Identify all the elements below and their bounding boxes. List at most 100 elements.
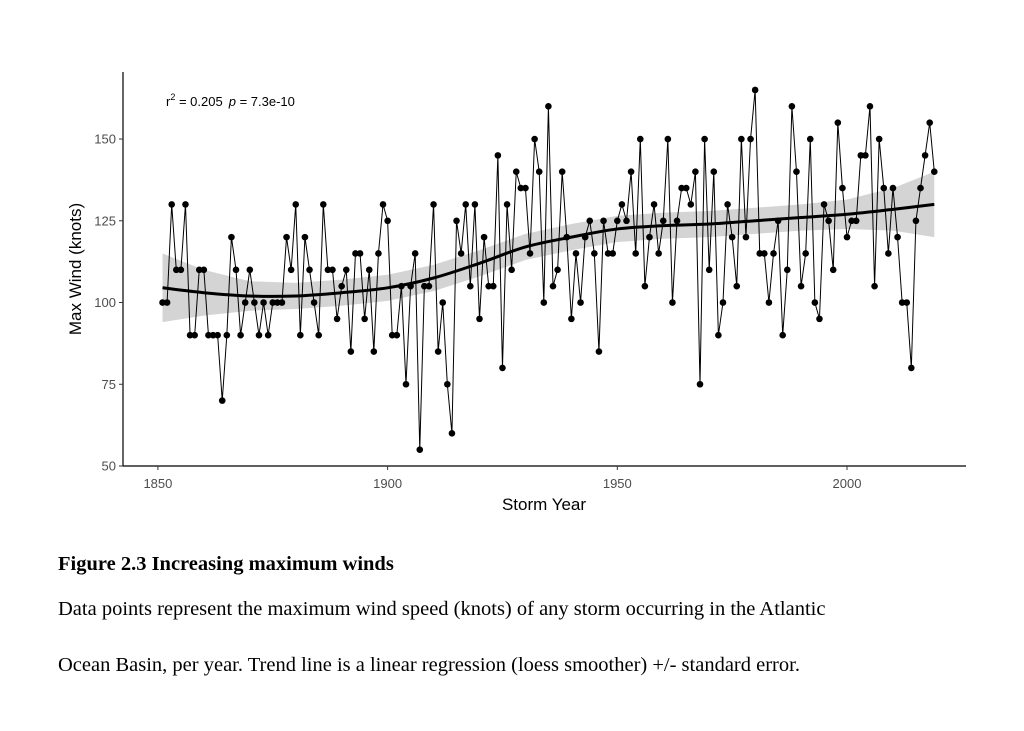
data-point (894, 233, 901, 241)
data-point (384, 217, 391, 225)
data-point (467, 282, 474, 290)
data-point (885, 250, 892, 257)
data-point (499, 364, 506, 372)
data-point (765, 299, 773, 306)
data-point (365, 266, 373, 274)
data-point (205, 331, 212, 339)
data-point (678, 184, 685, 192)
data-point (926, 119, 934, 126)
data-point (829, 266, 837, 274)
data-point (646, 233, 653, 241)
data-point (641, 282, 649, 290)
data-point (843, 233, 851, 241)
data-point (182, 201, 189, 208)
data-point (292, 201, 300, 208)
data-point (274, 299, 281, 306)
data-point (430, 201, 437, 208)
data-point (241, 299, 249, 306)
data-point (522, 184, 529, 192)
data-point (195, 266, 203, 274)
data-point (508, 266, 515, 274)
data-point (770, 250, 777, 257)
data-point (439, 299, 447, 306)
data-point (278, 299, 286, 306)
data-point (200, 266, 208, 274)
data-point (788, 103, 796, 110)
y-axis-label: Max Wind (knots) (66, 203, 85, 335)
data-point (751, 86, 759, 94)
data-point (246, 266, 254, 274)
data-point (375, 250, 382, 257)
data-point (402, 380, 410, 388)
data-point (664, 135, 672, 143)
x-tick-label: 2000 (833, 476, 862, 491)
data-point (462, 201, 470, 208)
data-point (489, 282, 497, 290)
data-point (682, 184, 690, 192)
data-point (191, 331, 198, 339)
data-point (434, 348, 442, 355)
data-point (627, 168, 635, 176)
data-point (411, 250, 419, 257)
trend-line (162, 202, 935, 298)
data-point (889, 184, 897, 192)
data-point (356, 250, 364, 257)
data-point (342, 266, 350, 274)
se-band (162, 171, 935, 323)
r-exponent: 2 (170, 92, 175, 102)
line-layer (162, 89, 935, 450)
data-point (692, 168, 699, 176)
data-point (614, 217, 621, 225)
data-point (237, 331, 244, 339)
data-point (425, 282, 433, 290)
data-point (172, 266, 180, 274)
data-point (921, 152, 929, 159)
x-axis-label: Storm Year (502, 495, 586, 514)
data-point (255, 331, 263, 339)
data-point (324, 266, 332, 274)
data-point (747, 135, 754, 143)
data-point (738, 135, 745, 143)
data-line (162, 89, 935, 450)
r-value: = 0.205 (175, 94, 222, 109)
data-point (880, 184, 888, 192)
axes-layer: 50 75 100 125 150 1850 1900 1950 2000 (94, 72, 966, 491)
data-point (209, 331, 217, 339)
data-point (512, 168, 520, 176)
data-point (223, 331, 231, 339)
data-point (388, 331, 396, 339)
data-point (301, 233, 309, 241)
points-layer (159, 86, 938, 453)
caption-title: Figure 2.3 Increasing maximum winds (58, 553, 394, 575)
data-point (297, 331, 304, 339)
data-point (595, 348, 603, 355)
data-point (912, 217, 920, 225)
y-tick-label: 150 (94, 132, 116, 147)
band-layer (162, 171, 935, 323)
data-point (558, 168, 566, 176)
data-point (848, 217, 855, 225)
data-point (577, 299, 584, 306)
data-point (857, 152, 865, 159)
data-point (310, 299, 318, 306)
data-point (457, 250, 465, 257)
data-point (623, 217, 630, 225)
data-point (338, 282, 345, 290)
data-point (159, 299, 166, 306)
x-tick-label: 1900 (373, 476, 402, 491)
data-point (761, 250, 768, 257)
y-tick-label: 100 (94, 295, 116, 310)
data-point (797, 282, 805, 290)
data-point (347, 348, 355, 355)
data-point (673, 217, 681, 225)
data-point (531, 135, 538, 143)
data-point (632, 250, 639, 257)
annotation: r2 = 0.205 p = 7.3e-10 (166, 92, 295, 109)
data-point (568, 315, 575, 323)
data-point (650, 201, 658, 208)
data-point (586, 217, 594, 225)
data-point (802, 250, 809, 257)
data-point (393, 331, 401, 339)
data-point (687, 201, 695, 208)
data-point (705, 266, 713, 274)
